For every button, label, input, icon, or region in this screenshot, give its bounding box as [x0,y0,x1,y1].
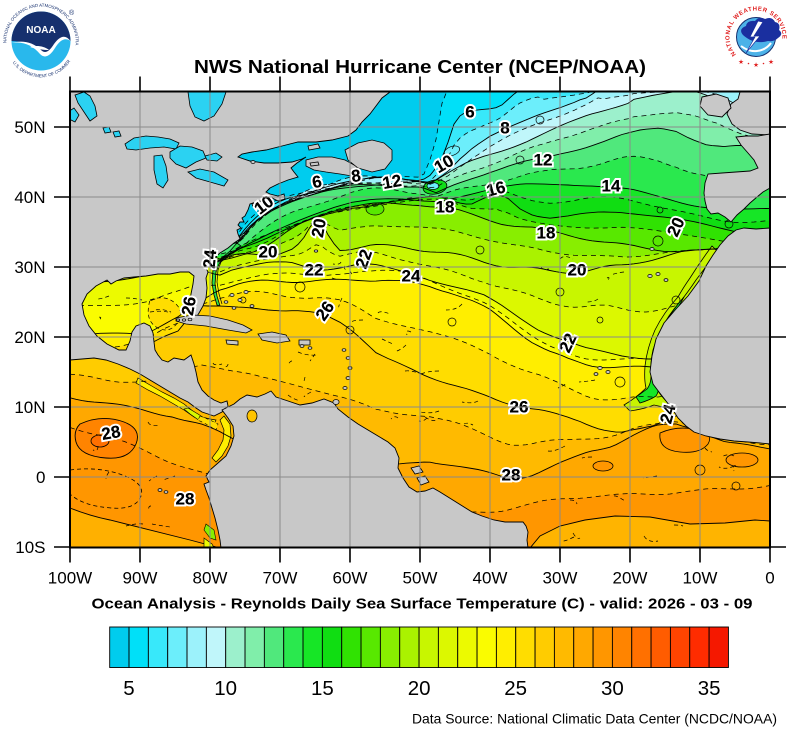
svg-text:35: 35 [698,677,721,700]
svg-text:20: 20 [308,217,330,239]
svg-text:★: ★ [753,61,759,69]
svg-text:NWS National Hurricane Center: NWS National Hurricane Center (NCEP/NOAA… [194,56,646,77]
svg-text:24: 24 [402,267,421,286]
svg-text:Data Source: National Climatic: Data Source: National Climatic Data Cent… [412,712,777,727]
svg-text:28: 28 [502,466,521,485]
svg-text:25: 25 [504,677,527,700]
svg-text:28: 28 [176,490,195,509]
svg-text:26: 26 [178,295,200,317]
svg-text:100W: 100W [48,569,92,588]
svg-text:15: 15 [311,677,334,700]
svg-text:®: ® [69,9,75,17]
svg-text:20: 20 [568,261,587,280]
svg-text:28: 28 [176,490,195,509]
svg-text:22: 22 [305,261,324,280]
svg-text:20: 20 [568,261,587,280]
svg-text:12: 12 [534,151,553,170]
svg-text:8: 8 [500,119,509,138]
svg-text:60W: 60W [333,569,368,588]
svg-text:18: 18 [537,224,556,243]
svg-text:6: 6 [465,103,474,122]
svg-text:★: ★ [738,58,744,66]
svg-text:30W: 30W [543,569,578,588]
svg-text:10: 10 [214,677,237,700]
svg-text:10S: 10S [15,538,45,557]
svg-text:NOAA: NOAA [26,25,55,36]
svg-text:20: 20 [259,243,278,262]
svg-text:70W: 70W [263,569,298,588]
svg-text:18: 18 [537,224,556,243]
svg-text:12: 12 [534,151,553,170]
svg-text:20: 20 [408,677,431,700]
svg-text:20: 20 [259,243,278,262]
svg-text:10N: 10N [14,398,45,417]
svg-text:0: 0 [765,569,774,588]
svg-text:28: 28 [100,422,122,444]
svg-text:14: 14 [602,177,621,196]
svg-text:20N: 20N [14,328,45,347]
svg-text:12: 12 [381,171,403,193]
svg-text:24: 24 [656,402,679,426]
svg-text:5: 5 [123,677,134,700]
svg-text:6: 6 [311,172,324,192]
svg-text:10W: 10W [683,569,718,588]
svg-text:8: 8 [500,119,509,138]
svg-text:0: 0 [36,468,45,487]
svg-text:12: 12 [381,171,403,193]
svg-text:6: 6 [465,103,474,122]
svg-text:24: 24 [402,267,421,286]
svg-text:30: 30 [601,677,624,700]
svg-text:18: 18 [436,198,455,217]
svg-text:50W: 50W [403,569,438,588]
svg-text:40N: 40N [14,188,45,207]
svg-text:★: ★ [768,58,774,66]
svg-text:80W: 80W [193,569,228,588]
svg-text:14: 14 [602,177,621,196]
svg-text:Ocean Analysis - Reynolds Dail: Ocean Analysis - Reynolds Daily Sea Surf… [92,597,753,613]
svg-text:22: 22 [305,261,324,280]
svg-text:40W: 40W [473,569,508,588]
svg-text:8: 8 [350,166,362,186]
svg-text:50N: 50N [14,118,45,137]
svg-text:20W: 20W [613,569,648,588]
svg-text:90W: 90W [123,569,158,588]
svg-text:30N: 30N [14,258,45,277]
svg-text:28: 28 [502,466,521,485]
svg-text:18: 18 [436,198,455,217]
